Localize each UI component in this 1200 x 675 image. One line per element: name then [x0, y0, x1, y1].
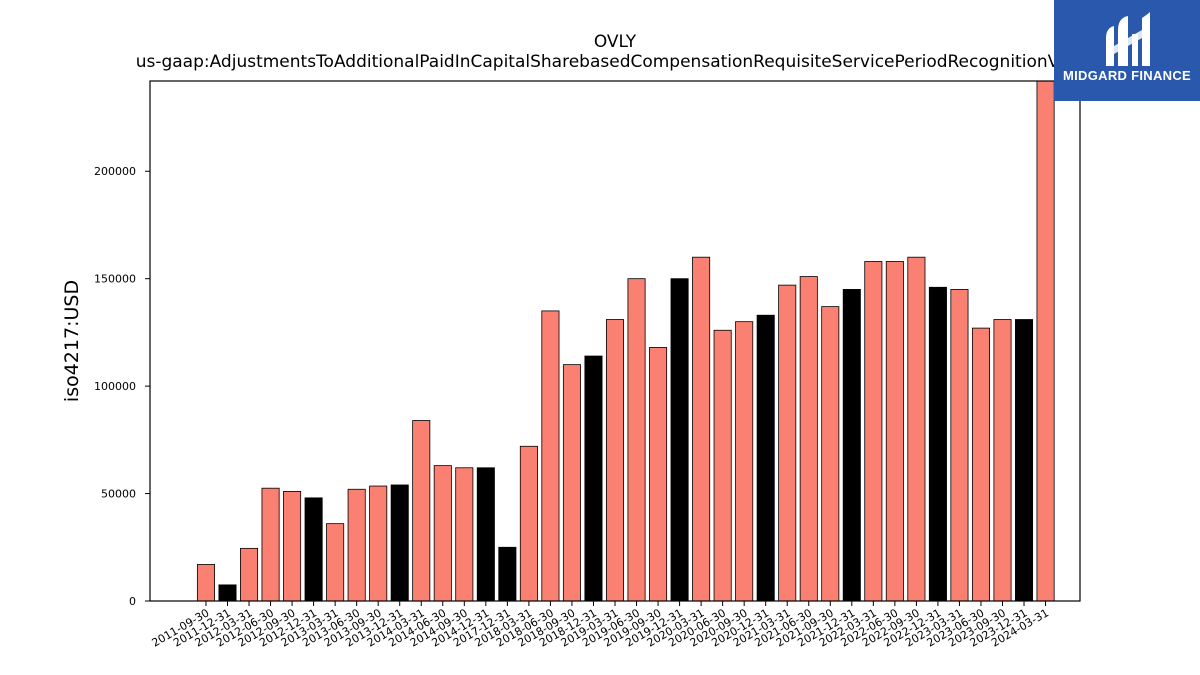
bar-2024-03-31 [1036, 80, 1055, 602]
bar-2021-12-31 [842, 289, 861, 602]
bar-2014-03-31 [412, 420, 431, 602]
midgard-finance-logo: MIDGARD FINANCE [1054, 0, 1200, 101]
bar-2013-12-31 [390, 484, 409, 602]
bar-2020-12-31 [756, 314, 775, 602]
bar-2023-06-30 [971, 327, 990, 602]
y-tick-label: 0 [129, 595, 136, 608]
bar-2021-06-30 [799, 276, 818, 602]
bar-2019-06-30 [627, 278, 646, 602]
bar-2012-12-31 [304, 497, 323, 602]
y-tick-label: 100000 [94, 380, 136, 393]
bar-2011-12-31 [218, 584, 237, 602]
bar-2017-12-31 [498, 546, 517, 602]
bar-2013-03-31 [326, 523, 345, 602]
bar-2014-06-30 [433, 465, 452, 602]
y-tick-label: 200000 [94, 165, 136, 178]
bar-2023-03-31 [950, 289, 969, 602]
y-tick-label: 50000 [101, 488, 136, 501]
bar-2020-06-30 [713, 329, 732, 602]
bar-2019-09-30 [649, 347, 668, 602]
bar-2011-09-30 [196, 564, 215, 602]
bar-2018-06-30 [541, 310, 560, 602]
bar-2023-09-30 [993, 319, 1012, 602]
bar-2021-09-30 [821, 306, 840, 602]
bar-2012-06-30 [261, 487, 280, 602]
bar-2018-09-30 [562, 364, 581, 602]
bar-2018-12-31 [584, 355, 603, 602]
bar-2013-09-30 [369, 485, 388, 602]
bar-2014-09-30 [455, 467, 474, 602]
chart-title: OVLY [593, 32, 637, 52]
bar-2012-03-31 [240, 547, 259, 602]
bar-2012-09-30 [283, 491, 302, 602]
bar-2022-06-30 [885, 261, 904, 602]
bar-2023-12-31 [1015, 319, 1034, 602]
bar-2022-03-31 [864, 261, 883, 602]
y-tick-label: 150000 [94, 273, 136, 286]
bar-2019-12-31 [670, 278, 689, 602]
bar-2020-09-30 [735, 321, 754, 602]
chart-subtitle: us-gaap:AdjustmentsToAdditionalPaidInCap… [135, 52, 1095, 72]
bar-2022-09-30 [907, 256, 926, 602]
bar-2018-03-31 [519, 445, 538, 602]
bar-2022-12-31 [928, 286, 947, 602]
logo-text: MIDGARD FINANCE [1063, 68, 1191, 83]
bar-2013-06-30 [347, 488, 366, 602]
midgard-m-icon [1106, 12, 1150, 66]
bar-2021-03-31 [778, 284, 797, 602]
bar-2020-03-31 [692, 256, 711, 602]
bar-2019-03-31 [605, 319, 625, 602]
bar-2014-12-31 [476, 467, 495, 602]
y-axis-label: iso4217:USD [61, 280, 83, 402]
